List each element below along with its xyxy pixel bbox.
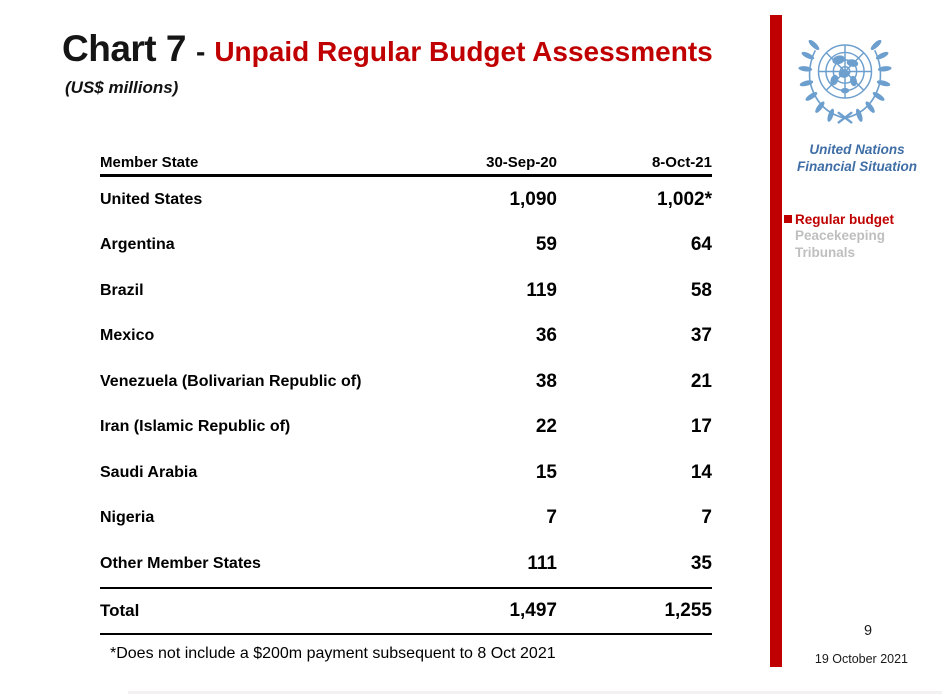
page-number: 9: [863, 623, 873, 639]
title-main: Unpaid Regular Budget Assessments: [214, 36, 713, 67]
section-nav: Regular budget Peacekeeping Tribunals: [784, 211, 894, 261]
nav-item-label: Tribunals: [795, 244, 856, 260]
footnote: *Does not include a $200m payment subseq…: [110, 645, 556, 662]
table-row: Argentina 59 64: [100, 223, 712, 269]
member-state-cell: Argentina: [100, 236, 175, 254]
title-chart-number: Chart 7: [62, 28, 186, 69]
value-cell: 111: [527, 552, 557, 574]
table-total-row: Total 1,497 1,255: [100, 586, 712, 635]
column-header-30-sep-20: 30-Sep-20: [486, 154, 557, 171]
value-cell: 1,090: [509, 188, 557, 210]
slide-date: 19 October 2021: [814, 652, 908, 666]
table-row: Brazil 119 58: [100, 268, 712, 314]
value-cell: 14: [690, 461, 712, 483]
slide-bottom-edge: [128, 691, 942, 694]
member-state-cell: Other Member States: [100, 554, 261, 572]
total-label: Total: [100, 600, 140, 620]
value-cell: 17: [690, 416, 712, 438]
nav-item-peacekeeping[interactable]: Peacekeeping: [784, 228, 894, 245]
caption-line-2: Financial Situation: [796, 159, 917, 174]
value-cell: 22: [535, 416, 557, 438]
table-row: Venezuela (Bolivarian Republic of) 38 21: [100, 359, 712, 405]
page-title: Chart 7 - Unpaid Regular Budget Assessme…: [62, 28, 713, 70]
table-row: United States 1,090 1,002*: [100, 177, 712, 223]
total-value-cell: 1,255: [664, 599, 712, 621]
table-row: Saudi Arabia 15 14: [100, 450, 712, 496]
value-cell: 7: [701, 507, 712, 529]
active-section-bullet-icon: [784, 215, 792, 224]
units-subtitle: (US$ millions): [65, 78, 179, 97]
sidebar-caption: United Nations Financial Situation: [778, 141, 936, 175]
value-cell: 59: [535, 234, 557, 256]
column-header-8-oct-21: 8-Oct-21: [651, 154, 712, 171]
value-cell: 37: [690, 325, 712, 347]
value-cell: 38: [535, 370, 557, 392]
table-row: Nigeria 7 7: [100, 496, 712, 542]
value-cell: 15: [535, 461, 557, 483]
member-state-cell: Nigeria: [100, 509, 155, 527]
table-row: Other Member States 111 35: [100, 541, 712, 587]
member-state-cell: Iran (Islamic Republic of): [100, 418, 291, 436]
value-cell: 7: [546, 507, 557, 529]
member-state-cell: Mexico: [100, 327, 155, 345]
red-accent-bar: [770, 15, 782, 667]
member-state-cell: United States: [100, 190, 203, 208]
value-cell: 21: [690, 370, 712, 392]
nav-item-label: Regular budget: [795, 211, 895, 227]
nav-item-label: Peacekeeping: [795, 228, 886, 244]
member-state-cell: Brazil: [100, 281, 144, 299]
value-cell: 58: [690, 279, 712, 301]
nav-item-tribunals[interactable]: Tribunals: [784, 244, 894, 261]
total-value-cell: 1,497: [509, 599, 557, 621]
assessments-table: Member State 30-Sep-20 8-Oct-21 United S…: [100, 148, 712, 635]
member-state-cell: Saudi Arabia: [100, 463, 198, 481]
member-state-cell: Venezuela (Bolivarian Republic of): [100, 372, 362, 390]
value-cell: 36: [535, 325, 557, 347]
table-row: Mexico 36 37: [100, 314, 712, 360]
nav-item-regular-budget[interactable]: Regular budget: [784, 211, 894, 228]
column-header-member-state: Member State: [100, 154, 199, 171]
table-header-row: Member State 30-Sep-20 8-Oct-21: [100, 148, 712, 177]
value-cell: 1,002*: [657, 188, 712, 210]
table-row: Iran (Islamic Republic of) 22 17: [100, 405, 712, 451]
caption-line-1: United Nations: [809, 142, 905, 157]
value-cell: 119: [526, 279, 557, 301]
title-separator: -: [195, 36, 206, 67]
value-cell: 35: [690, 552, 712, 574]
un-emblem-icon: [798, 39, 892, 124]
value-cell: 64: [690, 234, 712, 256]
